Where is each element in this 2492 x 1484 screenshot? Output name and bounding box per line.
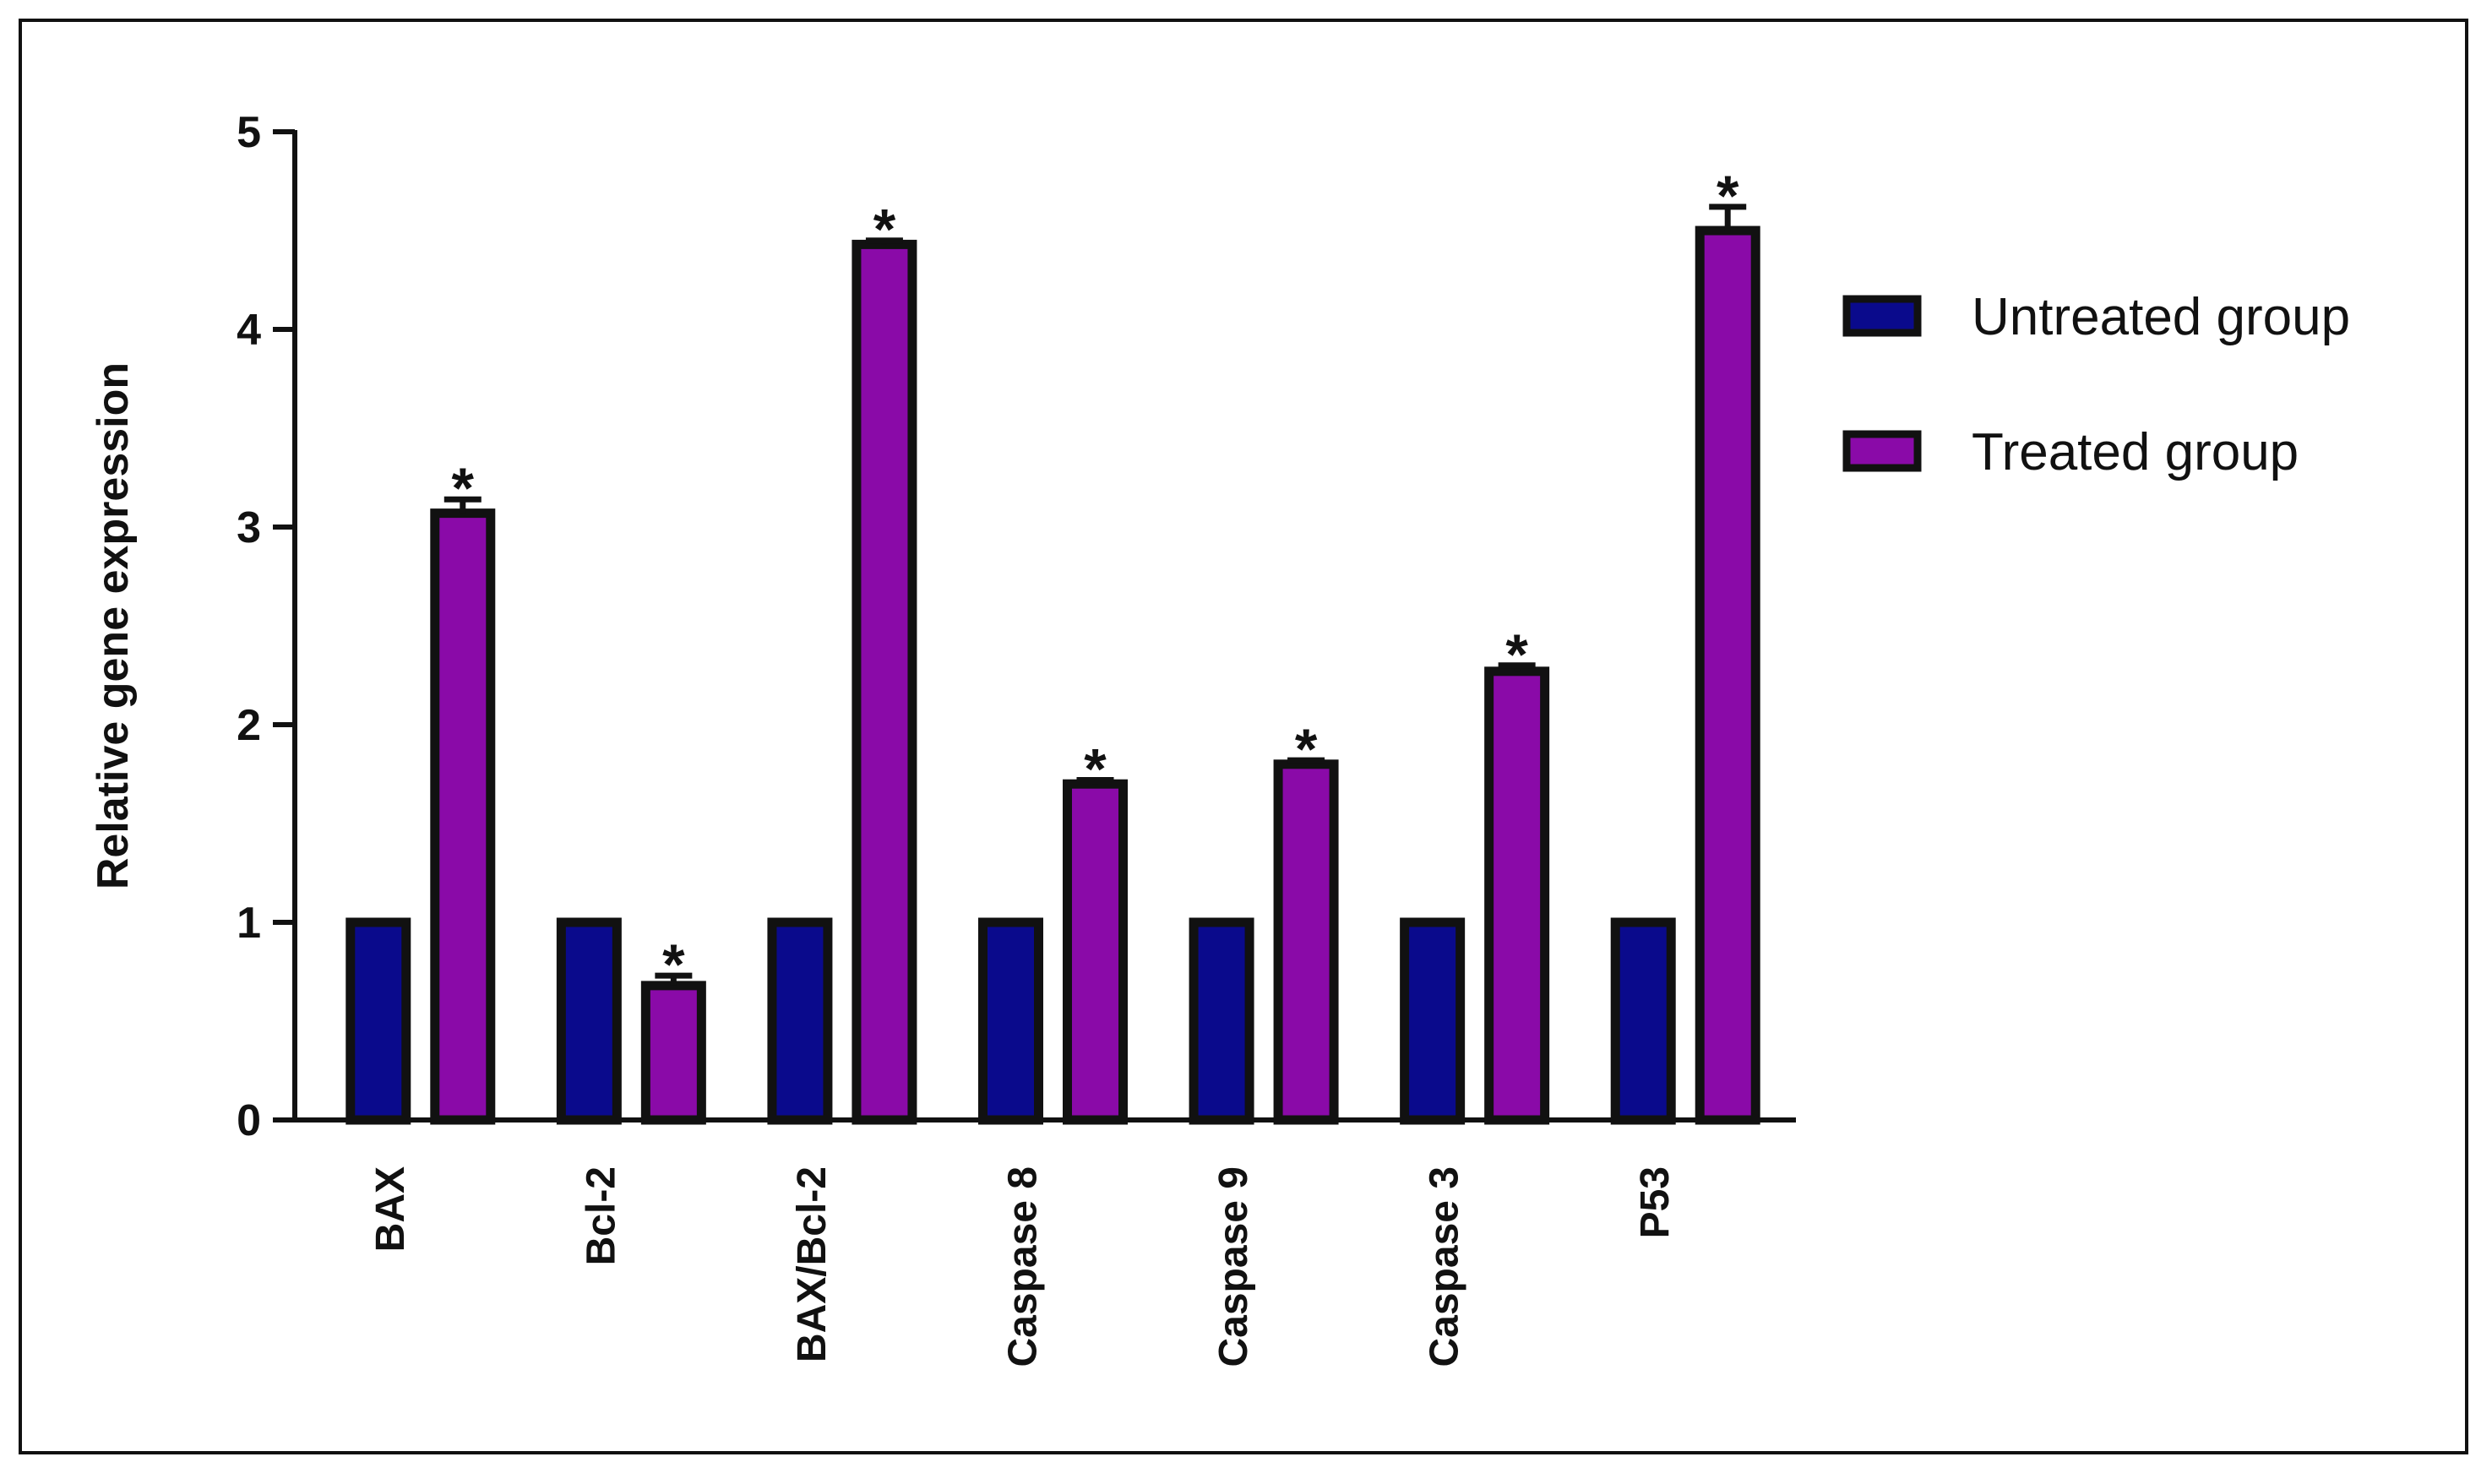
legend-swatch: [1842, 430, 1922, 472]
bar-treated-group: [852, 239, 917, 1125]
chart-bars: [346, 204, 1760, 1125]
x-tick-label: BAX/Bcl-2: [790, 1166, 835, 1362]
significance-star: *: [452, 456, 475, 520]
figure-frame: 0 1 2 3 4 5 Relative gene expression * BAX * Bcl-2…: [19, 19, 2468, 1454]
significance-star: *: [1084, 737, 1107, 802]
x-tick-label: Caspase 9: [1211, 1166, 1256, 1367]
bar-untreated-group: [978, 917, 1043, 1125]
significance-star: *: [662, 932, 685, 997]
bar-chart: 0 1 2 3 4 5 Relative gene expression * BAX * Bcl-2…: [89, 108, 2350, 1367]
bar-treated-group: [1695, 226, 1760, 1125]
significance-star: *: [1717, 164, 1739, 228]
bar-untreated-group: [1400, 917, 1466, 1125]
bar-untreated-group: [556, 917, 622, 1125]
bar-untreated-group: [1610, 917, 1676, 1125]
x-tick-label: BAX: [368, 1166, 413, 1252]
significance-star: *: [1505, 622, 1528, 687]
significance-star: *: [873, 198, 896, 262]
bar-untreated-group: [1189, 917, 1254, 1125]
y-tick-label: 3: [237, 503, 261, 552]
bar-treated-group: [430, 508, 496, 1125]
y-axis-title: Relative gene expression: [89, 362, 138, 889]
bar-treated-group: [640, 981, 706, 1125]
bar-treated-group: [1273, 759, 1339, 1125]
x-tick-label: Bcl-2: [579, 1166, 623, 1265]
y-tick-label: 4: [237, 306, 261, 355]
y-tick-label: 1: [237, 899, 261, 948]
x-tick-label: P53: [1633, 1166, 1678, 1238]
x-tick-label: Caspase 8: [1001, 1166, 1046, 1367]
bar-untreated-group: [767, 917, 833, 1125]
y-tick-label: 5: [237, 108, 261, 157]
bar-treated-group: [1484, 666, 1550, 1125]
y-tick-label: 2: [237, 701, 261, 750]
bar-treated-group: [1063, 779, 1128, 1125]
y-tick-label: 0: [237, 1096, 261, 1145]
x-tick-label: Caspase 3: [1423, 1166, 1467, 1367]
significance-star: *: [1295, 717, 1318, 781]
chart-legend: Untreated group Treated group: [1842, 288, 2350, 481]
legend-label: Treated group: [1972, 423, 2299, 481]
chart-labels: 0 1 2 3 4 5 Relative gene expression * BAX * Bcl-2…: [89, 108, 1739, 1367]
legend-label: Untreated group: [1972, 288, 2350, 346]
legend-swatch: [1842, 295, 1922, 337]
bar-untreated-group: [346, 917, 411, 1125]
